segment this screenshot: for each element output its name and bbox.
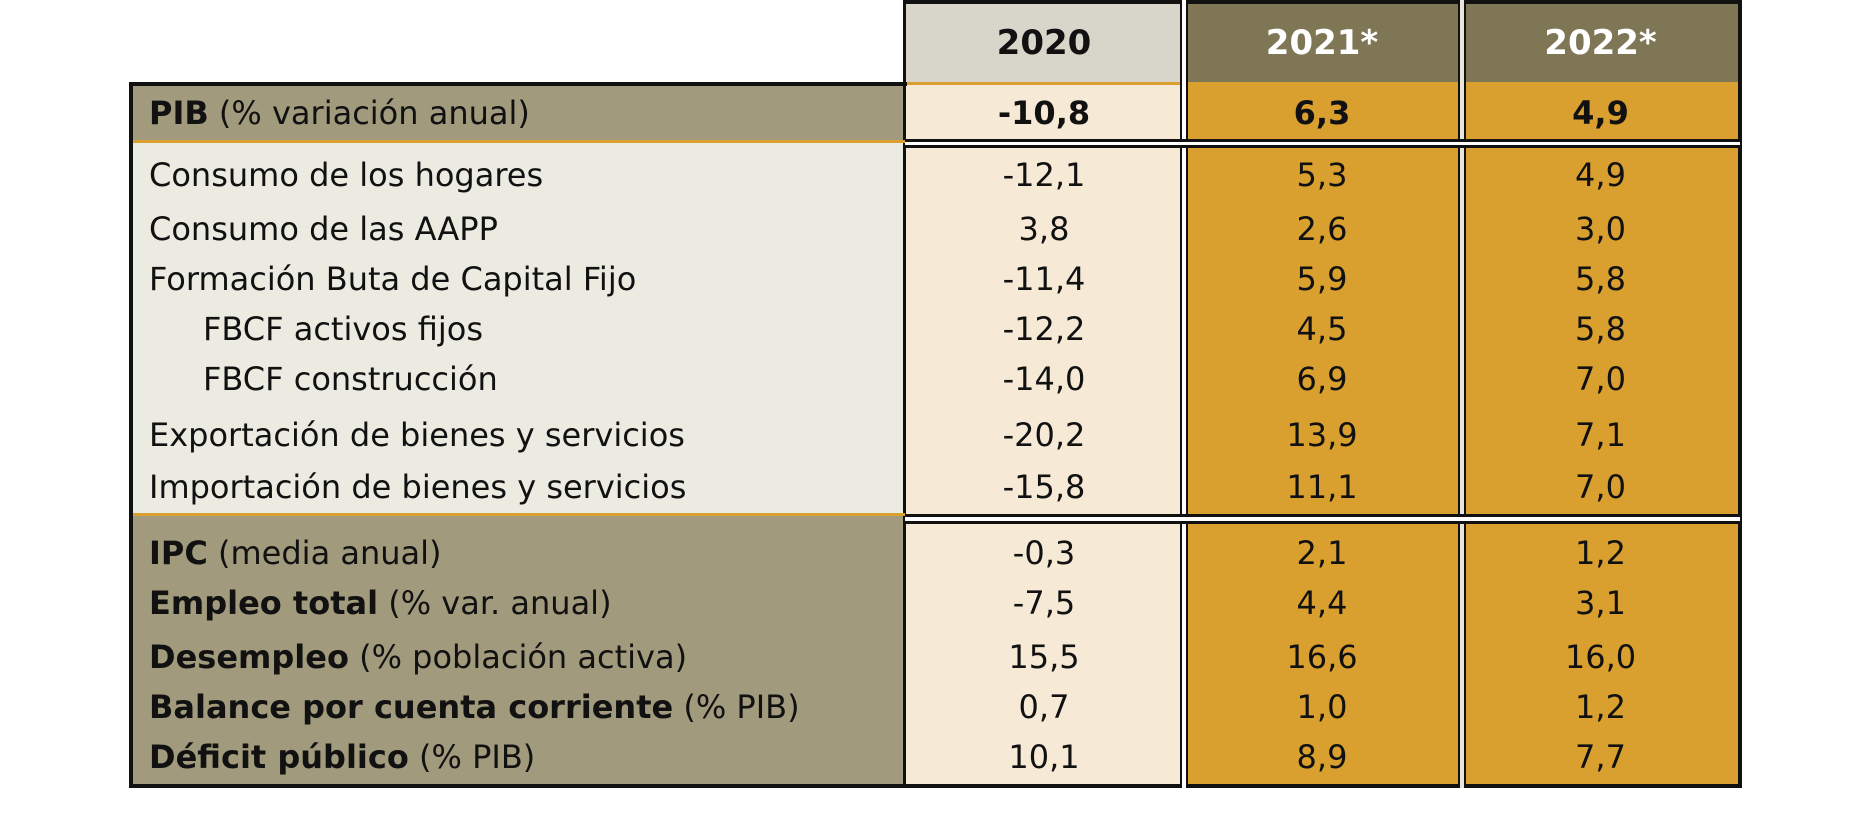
row-2021: 13,9 <box>1286 416 1358 454</box>
border-col-2021-inner <box>1182 0 1186 788</box>
accent-line-header <box>907 82 1740 85</box>
indicator-2020: 10,1 <box>1008 738 1080 776</box>
indicator-label-bold: IPC <box>149 534 208 572</box>
indicator-2021: 1,0 <box>1296 688 1348 726</box>
indicator-label: Desempleo (% población activa) <box>149 632 687 682</box>
border-top-header <box>903 0 1742 4</box>
indicator-label: Déficit público (% PIB) <box>149 732 535 782</box>
row-2021: 2,6 <box>1296 210 1348 248</box>
border-right <box>1738 0 1742 788</box>
border-col-2020 <box>903 0 906 788</box>
double-line-pib-inner <box>905 142 1740 145</box>
row-2022: 7,0 <box>1575 468 1626 506</box>
row-2020: -15,8 <box>1002 468 1086 506</box>
indicator-2022: 1,2 <box>1575 688 1626 726</box>
indicator-2021: 4,4 <box>1296 584 1348 622</box>
pib-label: PIB (% variación anual) <box>131 84 905 142</box>
double-line-indicators-inner <box>905 517 1740 521</box>
indicator-label-sub: (media anual) <box>218 534 442 572</box>
accent-line-pib <box>133 140 905 143</box>
pib-2022: 4,9 <box>1461 84 1740 142</box>
row-2020: -11,4 <box>1002 260 1086 298</box>
row-2021: 6,9 <box>1296 360 1348 398</box>
row-2021: 4,5 <box>1296 310 1348 348</box>
indicator-label: IPC (media anual) <box>149 528 442 578</box>
indicators-2021-bg <box>1183 516 1461 786</box>
row-2021: 5,3 <box>1296 156 1348 194</box>
row-2022: 5,8 <box>1575 260 1626 298</box>
row-2020: -14,0 <box>1002 360 1086 398</box>
indicator-label-sub: (% var. anual) <box>388 584 612 622</box>
components-2022-bg <box>1461 142 1740 516</box>
border-top-table <box>129 82 907 86</box>
indicator-2022: 3,1 <box>1575 584 1626 622</box>
indicator-label: Balance por cuenta corriente (% PIB) <box>149 682 800 732</box>
pib-2020: -10,8 <box>905 84 1183 142</box>
border-col-2022-inner <box>1460 0 1464 788</box>
indicator-2021: 8,9 <box>1296 738 1348 776</box>
pib-2021: 6,3 <box>1183 84 1461 142</box>
row-label: FBCF construcción <box>203 360 498 398</box>
row-label: Consumo de los hogares <box>149 156 544 194</box>
pib-label-bold: PIB <box>149 94 209 132</box>
indicator-2020: -0,3 <box>1012 534 1076 572</box>
indicator-label-sub: (% PIB) <box>419 738 536 776</box>
border-bottom <box>129 784 1742 788</box>
row-2020: -12,2 <box>1002 310 1086 348</box>
indicator-label: Empleo total (% var. anual) <box>149 578 612 628</box>
row-2022: 3,0 <box>1575 210 1626 248</box>
indicator-2022: 1,2 <box>1575 534 1626 572</box>
indicator-label-bold: Balance por cuenta corriente <box>149 688 674 726</box>
pib-label-sub: (% variación anual) <box>218 94 530 132</box>
row-2022: 5,8 <box>1575 310 1626 348</box>
components-2020-bg <box>905 142 1183 516</box>
row-2020: 3,8 <box>1018 210 1070 248</box>
accent-line-indicators <box>133 513 905 516</box>
indicator-label-bold: Empleo total <box>149 584 379 622</box>
indicator-label-sub: (% población activa) <box>359 638 688 676</box>
header-2021: 2021* <box>1183 2 1461 84</box>
row-2020: -20,2 <box>1002 416 1086 454</box>
row-label: Consumo de las AAPP <box>149 210 498 248</box>
border-left <box>129 82 133 788</box>
row-2022: 4,9 <box>1575 156 1626 194</box>
indicator-label-sub: (% PIB) <box>683 688 800 726</box>
row-label: FBCF activos fijos <box>203 310 484 348</box>
components-label-bg <box>131 142 905 516</box>
row-label: Formación Buta de Capital Fijo <box>149 260 637 298</box>
header-2022: 2022* <box>1461 2 1740 84</box>
indicator-2021: 2,1 <box>1296 534 1348 572</box>
indicators-label-bg <box>131 516 905 786</box>
indicator-2022: 7,7 <box>1575 738 1626 776</box>
row-2020: -12,1 <box>1002 156 1086 194</box>
row-2021: 11,1 <box>1286 468 1358 506</box>
indicator-2020: 0,7 <box>1018 688 1070 726</box>
indicators-2022-bg <box>1461 516 1740 786</box>
header-2020: 2020 <box>905 2 1183 84</box>
row-2022: 7,0 <box>1575 360 1626 398</box>
indicator-2020: -7,5 <box>1012 584 1076 622</box>
components-2021-bg <box>1183 142 1461 516</box>
indicator-2021: 16,6 <box>1286 638 1358 676</box>
row-label: Exportación de bienes y servicios <box>149 416 685 454</box>
indicator-label-bold: Déficit público <box>149 738 409 776</box>
row-2021: 5,9 <box>1296 260 1348 298</box>
row-2022: 7,1 <box>1575 416 1626 454</box>
indicators-2020-bg <box>905 516 1183 786</box>
indicator-2022: 16,0 <box>1564 638 1637 676</box>
indicator-label-bold: Desempleo <box>149 638 349 676</box>
indicator-2020: 15,5 <box>1008 638 1080 676</box>
row-label: Importación de bienes y servicios <box>149 468 687 506</box>
